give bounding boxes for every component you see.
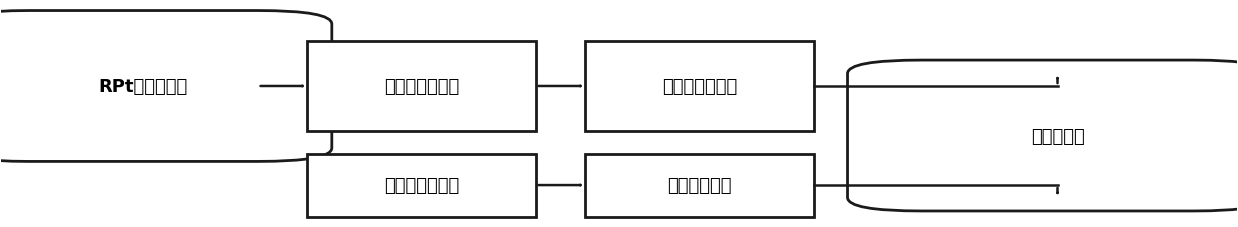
Text: 信号基准电压: 信号基准电压 — [667, 176, 732, 194]
Text: 电压差信号: 电压差信号 — [1030, 127, 1084, 145]
FancyBboxPatch shape — [0, 12, 332, 162]
Text: 恒流源采集电路: 恒流源采集电路 — [384, 78, 459, 96]
FancyBboxPatch shape — [307, 42, 536, 131]
Text: 处理后电压信号: 处理后电压信号 — [661, 78, 737, 96]
Text: RPt电阻传感器: RPt电阻传感器 — [99, 78, 188, 96]
FancyBboxPatch shape — [848, 61, 1238, 211]
FancyBboxPatch shape — [307, 154, 536, 217]
Text: 恒流源调试电路: 恒流源调试电路 — [384, 176, 459, 194]
FancyBboxPatch shape — [586, 154, 813, 217]
FancyBboxPatch shape — [586, 42, 813, 131]
